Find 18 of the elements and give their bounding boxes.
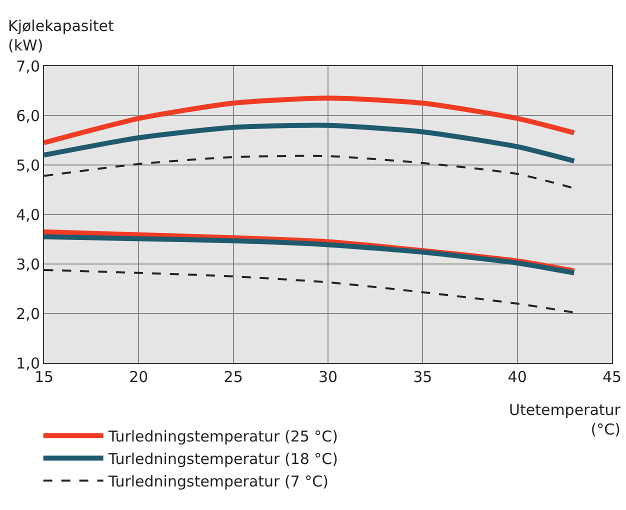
x-tick-label: 20 (129, 368, 148, 386)
y-tick-label: 2,0 (16, 304, 40, 323)
y-axis-title: Kjølekapasitet (kW) (8, 17, 114, 54)
x-axis-title: Utetemperatur (°C) (509, 401, 622, 438)
y-tick-label: 4,0 (16, 206, 40, 224)
y-tick-label: 3,0 (16, 255, 40, 274)
legend-label: Turledningstemperatur (25 °C) (107, 428, 338, 446)
legend-label: Turledningstemperatur (7 °C) (107, 472, 328, 491)
x-tick-label: 25 (224, 368, 243, 386)
line-series (44, 268, 576, 314)
y-tick-label: 6,0 (16, 106, 40, 125)
y-tick-label: 5,0 (16, 156, 40, 174)
y-tick-label: 7,0 (16, 57, 40, 76)
x-tick-label: 45 (602, 368, 622, 386)
legend-label: Turledningstemperatur (18 °C) (107, 450, 338, 468)
x-tick-label: 40 (508, 368, 527, 386)
x-tick-label: 30 (318, 368, 338, 386)
x-tick-label: 35 (413, 368, 432, 386)
